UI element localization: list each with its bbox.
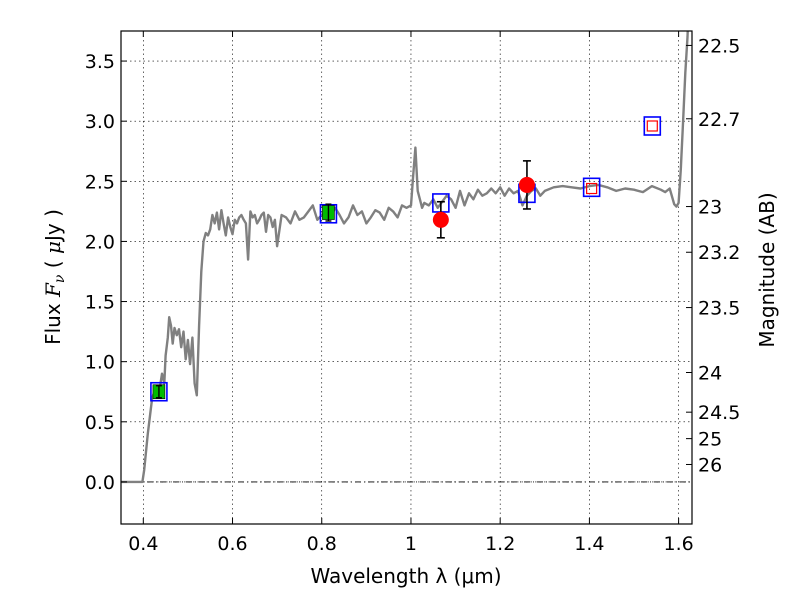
y-tick-label: 2.0 <box>85 231 115 253</box>
magnitude-tick-label: 23.2 <box>698 242 740 264</box>
model-flux-square <box>150 381 168 402</box>
model-flux-square <box>582 177 601 198</box>
x-tick-label: 1.4 <box>574 533 604 555</box>
y-axis-ticks: 0.0 0.5 1.0 1.5 2.0 2.5 3.0 3.5 <box>85 51 127 494</box>
observed-red-circle <box>432 211 449 228</box>
magnitude-tick-label: 24 <box>698 362 722 384</box>
model-flux-square <box>643 116 662 136</box>
magnitude-tick-label: 22.5 <box>698 35 740 57</box>
y-tick-label: 1.5 <box>85 292 115 314</box>
y-tick-label: 1.0 <box>85 352 115 374</box>
plot-area <box>121 31 689 484</box>
magnitude-tick-label: 23.5 <box>698 298 740 320</box>
x-tick-label: 1 <box>405 533 417 555</box>
magnitude-tick-label: 24.5 <box>698 402 740 424</box>
magnitude-tick-label: 26 <box>698 454 722 476</box>
x-tick-label: 0.4 <box>128 533 158 555</box>
x-axis-label: Wavelength λ (μm) <box>310 564 501 588</box>
upper-limit-square <box>646 120 658 132</box>
magnitude-tick-label: 25 <box>698 429 722 451</box>
magnitude-tick-label: 23 <box>698 197 722 219</box>
upper-limit-square <box>586 182 598 195</box>
observed-red-circle <box>518 176 535 193</box>
magnitude-axis-label: Magnitude (AB) <box>755 192 779 347</box>
x-tick-label: 0.8 <box>307 533 337 555</box>
model-spectrum-line <box>121 31 689 484</box>
grid-lines <box>121 31 692 524</box>
y-tick-label: 3.0 <box>85 111 115 133</box>
x-tick-label: 0.6 <box>217 533 247 555</box>
x-tick-label: 1.2 <box>485 533 515 555</box>
x-tick-label: 1.6 <box>664 533 694 555</box>
x-axis-ticks: 0.4 0.6 0.8 1 1.2 1.4 1.6 <box>128 31 694 555</box>
y-axis-label: Flux Fν ( μJy ) <box>41 209 68 345</box>
y-tick-label: 0.0 <box>85 472 115 494</box>
y-tick-label: 3.5 <box>85 51 115 73</box>
magnitude-axis-ticks: 22.5 22.7 23 23.2 23.5 24 24.5 25 26 <box>686 35 740 476</box>
plot-frame <box>120 30 693 525</box>
y-tick-label: 2.5 <box>85 171 115 193</box>
y-tick-label: 0.5 <box>85 412 115 434</box>
magnitude-tick-label: 22.7 <box>698 109 740 131</box>
